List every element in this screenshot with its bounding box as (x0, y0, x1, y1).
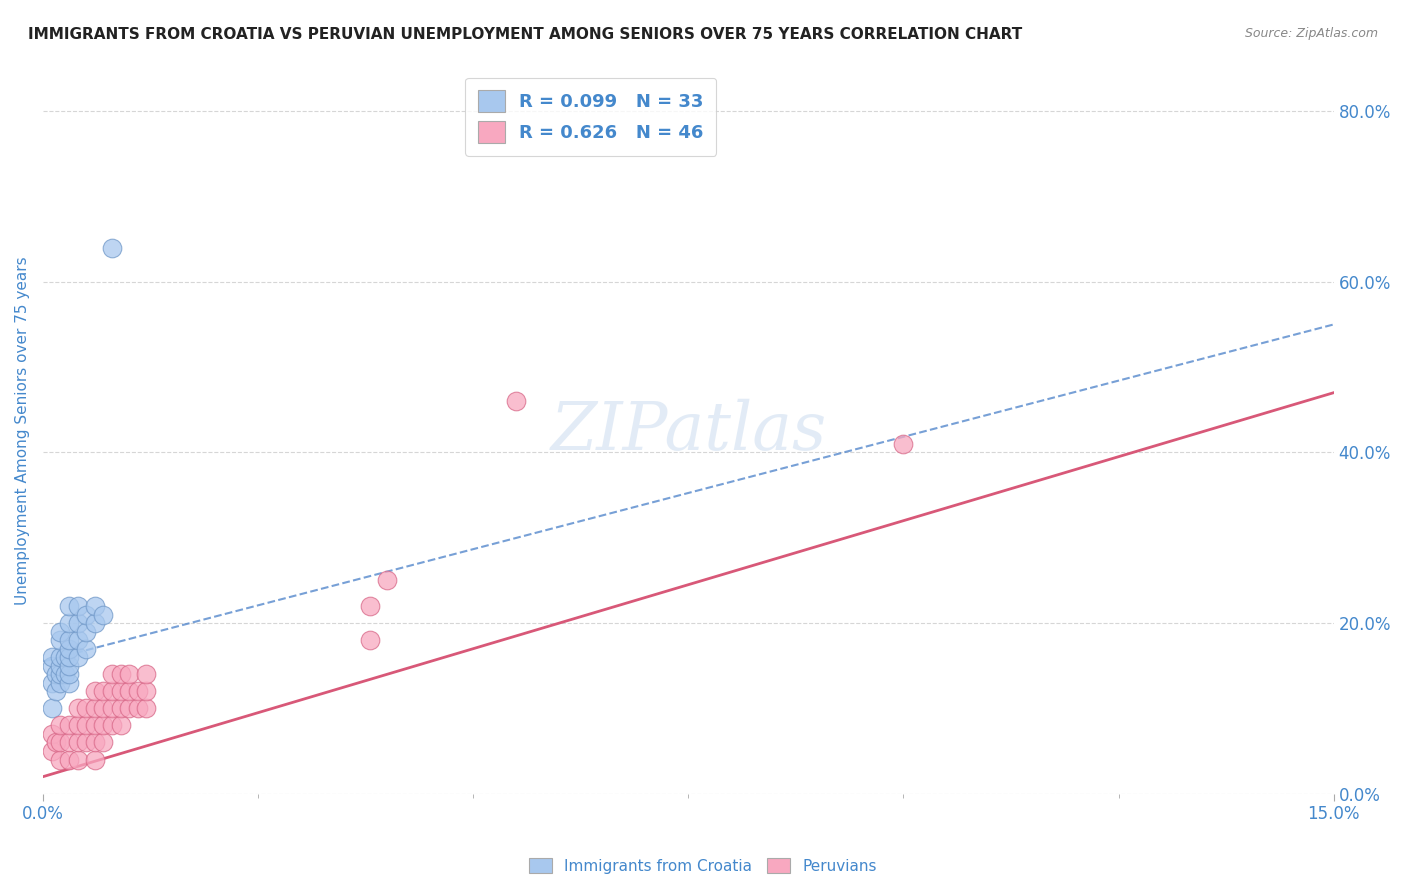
Legend: Immigrants from Croatia, Peruvians: Immigrants from Croatia, Peruvians (523, 852, 883, 880)
Point (45, 684, 67, 698)
Point (359, 599, 381, 613)
Point (75, 735, 97, 749)
Point (49, 735, 72, 749)
Point (83, 701, 105, 715)
Point (41, 675, 63, 690)
Point (135, 701, 157, 715)
Point (66, 735, 89, 749)
Point (66, 753, 89, 767)
Point (58, 599, 80, 613)
Point (118, 701, 141, 715)
Point (75, 607, 97, 622)
Point (58, 753, 80, 767)
Point (58, 658, 80, 673)
Point (66, 615, 89, 630)
Point (53, 667, 76, 681)
Point (75, 701, 97, 715)
Point (93, 735, 115, 749)
Point (49, 753, 72, 767)
Point (893, 437, 915, 451)
Point (75, 641, 97, 656)
Point (49, 624, 72, 639)
Point (135, 667, 157, 681)
Point (75, 718, 97, 732)
Point (101, 667, 124, 681)
Text: IMMIGRANTS FROM CROATIA VS PERUVIAN UNEMPLOYMENT AMONG SENIORS OVER 75 YEARS COR: IMMIGRANTS FROM CROATIA VS PERUVIAN UNEM… (28, 27, 1022, 42)
Point (66, 599, 89, 613)
Point (66, 718, 89, 732)
Point (101, 684, 124, 698)
Point (83, 599, 105, 613)
Point (45, 735, 67, 749)
Point (83, 615, 105, 630)
Point (58, 718, 80, 732)
Point (66, 633, 89, 648)
Point (127, 701, 149, 715)
Point (101, 241, 124, 255)
Point (49, 633, 72, 648)
Text: ZIPatlas: ZIPatlas (550, 399, 827, 464)
Point (49, 718, 72, 732)
Text: Source: ZipAtlas.com: Source: ZipAtlas.com (1244, 27, 1378, 40)
Point (83, 735, 105, 749)
Y-axis label: Unemployment Among Seniors over 75 years: Unemployment Among Seniors over 75 years (15, 257, 30, 606)
Point (75, 624, 97, 639)
Point (58, 650, 80, 665)
Point (58, 667, 80, 681)
Point (45, 667, 67, 681)
Point (101, 718, 124, 732)
Point (83, 718, 105, 732)
Point (135, 684, 157, 698)
Point (505, 394, 527, 409)
Point (41, 650, 63, 665)
Point (58, 641, 80, 656)
Point (41, 727, 63, 741)
Point (93, 701, 115, 715)
Point (101, 701, 124, 715)
Legend: R = 0.099   N = 33, R = 0.626   N = 46: R = 0.099 N = 33, R = 0.626 N = 46 (465, 78, 716, 156)
Point (93, 718, 115, 732)
Point (41, 658, 63, 673)
Point (118, 667, 141, 681)
Point (110, 718, 132, 732)
Point (118, 684, 141, 698)
Point (83, 684, 105, 698)
Point (110, 667, 132, 681)
Point (58, 615, 80, 630)
Point (66, 701, 89, 715)
Point (53, 650, 76, 665)
Point (83, 753, 105, 767)
Point (93, 607, 115, 622)
Point (110, 701, 132, 715)
Point (66, 650, 89, 665)
Point (58, 633, 80, 648)
Point (93, 684, 115, 698)
Point (49, 650, 72, 665)
Point (49, 675, 72, 690)
Point (49, 658, 72, 673)
Point (49, 667, 72, 681)
Point (58, 675, 80, 690)
Point (110, 684, 132, 698)
Point (127, 684, 149, 698)
Point (375, 574, 398, 588)
Point (359, 633, 381, 648)
Point (41, 701, 63, 715)
Point (41, 744, 63, 758)
Point (58, 735, 80, 749)
